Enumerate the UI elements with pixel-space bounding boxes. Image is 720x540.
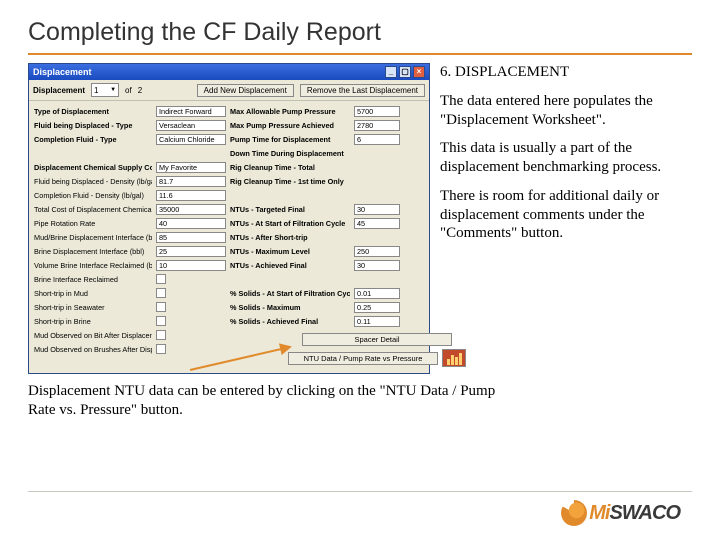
spacer-detail-button[interactable]: Spacer Detail [302,333,452,346]
checkbox[interactable] [156,316,166,326]
field-label: Short-trip in Seawater [34,301,152,313]
text-input[interactable]: 40 [156,218,226,229]
field-label: Max Pump Pressure Achieved [230,119,350,131]
window-title: Displacement [33,67,92,77]
field-label: Brine Interface Reclaimed [34,273,152,285]
divider-accent [28,53,692,55]
field-label: Completion Fluid - Density (lb/gal) [34,189,152,201]
text-input[interactable]: Indirect Forward [156,106,226,117]
field-label: Type of Displacement [34,105,152,117]
field-label: Down Time During Displacement [230,147,350,159]
text-input[interactable]: 5700 [354,106,400,117]
ntu-data-button[interactable]: NTU Data / Pump Rate vs Pressure [288,352,438,365]
field-label: NTUs - After Short-trip [230,231,350,243]
toolbar-count: 2 [138,86,142,95]
add-displacement-button[interactable]: Add New Displacement [197,84,294,97]
text-input[interactable]: 35000 [156,204,226,215]
paragraph: This data is usually a part of the displ… [440,139,692,177]
page-title: Completing the CF Daily Report [28,18,692,47]
field-label: Brine Displacement Interface (bbl) [34,245,152,257]
section-heading: 6. DISPLACEMENT [440,63,692,82]
field-label: % Solids - Achieved Final [230,315,350,327]
text-input[interactable]: 85 [156,232,226,243]
description-column: 6. DISPLACEMENT The data entered here po… [440,63,692,374]
text-input[interactable]: 6 [354,134,400,145]
field-label: Fluid being Displaced - Type [34,119,152,131]
field-label: Pipe Rotation Rate [34,217,152,229]
logo-mi: Mi [589,502,609,525]
text-input[interactable]: 10 [156,260,226,271]
remove-displacement-button[interactable]: Remove the Last Displacement [300,84,425,97]
field-label: Completion Fluid - Type [34,133,152,145]
field-label [34,147,152,159]
paragraph: There is room for additional daily or di… [440,187,692,243]
text-input[interactable]: 250 [354,246,400,257]
displacement-selector[interactable]: 1▼ [91,83,119,97]
text-input[interactable]: My Favorite [156,162,226,173]
text-input[interactable]: 25 [156,246,226,257]
field-label [230,189,350,201]
paragraph: The data entered here populates the "Dis… [440,92,692,130]
field-label: % Solids - Maximum [230,301,350,313]
field-label [230,273,350,285]
field-label: Mud Observed on Brushes After Displaceme… [34,343,152,355]
field-label: Mud Observed on Bit After Displacement [34,329,152,341]
close-icon[interactable]: × [413,66,425,78]
field-label: NTUs - At Start of Filtration Cycle [230,217,350,229]
text-input[interactable]: 45 [354,218,400,229]
field-label: Short-trip in Brine [34,315,152,327]
text-input[interactable]: 30 [354,204,400,215]
text-input[interactable]: 0.01 [354,288,400,299]
displacement-window: Displacement _ ▢ × Displacement 1▼ of 2 … [28,63,430,374]
checkbox[interactable] [156,288,166,298]
logo-swirl-icon [561,500,587,526]
text-input[interactable]: 2780 [354,120,400,131]
checkbox[interactable] [156,330,166,340]
field-label: Max Allowable Pump Pressure [230,105,350,117]
field-label: Rig Cleanup Time - Total [230,161,350,173]
toolbar-label: Displacement [33,86,85,95]
divider-footer [28,491,692,492]
field-label: Short-trip in Mud [34,287,152,299]
checkbox[interactable] [156,302,166,312]
field-label: % Solids - At Start of Filtration Cycle [230,287,350,299]
field-label: Mud/Brine Displacement Interface (bbl) [34,231,152,243]
toolbar-of: of [125,86,132,95]
field-label: Rig Cleanup Time - 1st time Only [230,175,350,187]
bottom-paragraph: Displacement NTU data can be entered by … [28,382,508,420]
field-label: NTUs - Maximum Level [230,245,350,257]
text-input[interactable]: Calcium Chloride [156,134,226,145]
text-input[interactable]: 11.6 [156,190,226,201]
field-label: Displacement Chemical Supply Company [34,161,152,173]
field-label: Total Cost of Displacement Chemicals [34,203,152,215]
text-input[interactable]: Versaclean [156,120,226,131]
checkbox[interactable] [156,274,166,284]
window-toolbar: Displacement 1▼ of 2 Add New Displacemen… [29,80,429,101]
field-label: Volume Brine Interface Reclaimed (bbl) [34,259,152,271]
field-label: NTUs - Achieved Final [230,259,350,271]
text-input[interactable]: 0.25 [354,302,400,313]
text-input[interactable]: 0.11 [354,316,400,327]
window-titlebar: Displacement _ ▢ × [29,64,429,80]
field-label: NTUs - Targeted Final [230,203,350,215]
minimize-icon[interactable]: _ [385,66,397,78]
field-label: Fluid being Displaced - Density (lb/gal) [34,175,152,187]
checkbox[interactable] [156,344,166,354]
text-input[interactable]: 30 [354,260,400,271]
logo-swaco: SWACO [609,502,680,525]
field-label: Pump Time for Displacement [230,133,350,145]
maximize-icon[interactable]: ▢ [399,66,411,78]
text-input[interactable]: 81.7 [156,176,226,187]
logo: Mi SWACO [561,500,680,526]
